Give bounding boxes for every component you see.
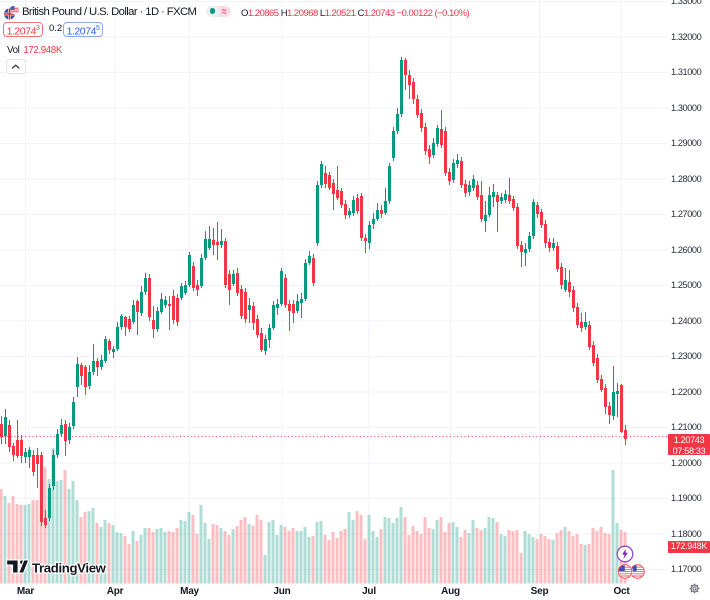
- svg-text:TradingView: TradingView: [32, 560, 107, 575]
